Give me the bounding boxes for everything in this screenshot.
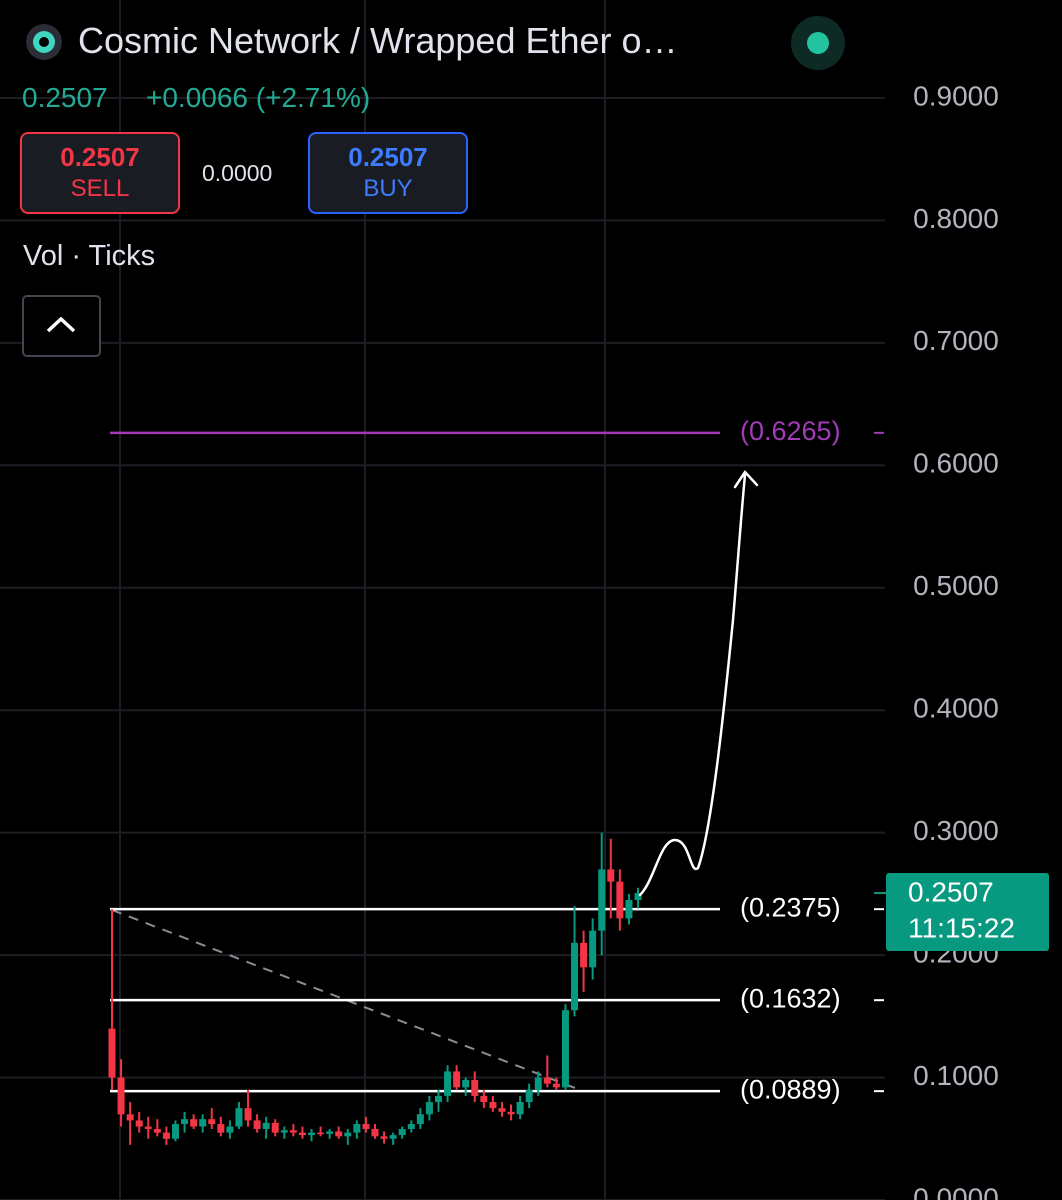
y-tick-label: 0.7000 (913, 325, 999, 356)
title: Cosmic Network / Wrapped Ether o… (78, 20, 678, 61)
y-tick-label: 0.9000 (913, 80, 999, 111)
y-tick-label: 0.1000 (913, 1060, 999, 1091)
candle-body (326, 1131, 334, 1134)
candle-body (634, 893, 642, 900)
candle-body (298, 1132, 306, 1136)
candle-body (162, 1132, 170, 1139)
candle-body (607, 869, 615, 882)
candle-body (507, 1111, 515, 1115)
candle-body (362, 1124, 370, 1129)
candle-body (580, 942, 588, 968)
candle-body (117, 1077, 125, 1115)
candle-body (308, 1132, 316, 1136)
change: +0.0066 (+2.71%) (146, 82, 371, 113)
candle-body (552, 1083, 560, 1088)
candle-body (398, 1128, 406, 1136)
candle-body (471, 1080, 479, 1096)
buy-label: BUY (363, 175, 413, 202)
candle-body (543, 1077, 551, 1084)
status-button[interactable] (790, 15, 846, 71)
logo (26, 24, 62, 60)
candle-body (335, 1131, 343, 1137)
indicators: Vol · Ticks (23, 240, 156, 272)
candle-body (190, 1119, 198, 1127)
last-price-label: 0.2507 (908, 876, 994, 907)
candle-body (181, 1119, 189, 1125)
candle-body (462, 1080, 470, 1088)
candle-body (480, 1095, 488, 1103)
level-label: (0.6265) (740, 416, 841, 446)
candle-body (380, 1136, 388, 1139)
y-tick-label: 0.4000 (913, 693, 999, 724)
candle-body (244, 1108, 252, 1121)
candle-body (344, 1132, 352, 1137)
candle-body (407, 1124, 415, 1129)
candle-body (416, 1114, 424, 1125)
y-tick-label: 0.6000 (913, 448, 999, 479)
candle-body (144, 1126, 152, 1129)
candle-body (453, 1071, 461, 1088)
candle-body (153, 1128, 161, 1133)
candle-body (226, 1126, 234, 1133)
buy-button[interactable]: 0.2507 BUY (308, 132, 468, 214)
sell-label: SELL (70, 175, 130, 202)
candle-body (108, 1028, 116, 1078)
candle-body (280, 1130, 288, 1133)
candle-body (353, 1124, 361, 1133)
candle-body (444, 1071, 452, 1096)
candle-body (534, 1077, 542, 1090)
candle-body (271, 1122, 279, 1133)
candle-body (235, 1108, 243, 1127)
candle-body (589, 930, 597, 968)
last-price-time: 11:15:22 (908, 912, 1015, 943)
candle-body (208, 1119, 216, 1125)
collapse-button[interactable] (22, 295, 102, 359)
candle-body (317, 1132, 325, 1135)
candle-body (371, 1128, 379, 1137)
price: 0.2507 (22, 82, 108, 113)
candle-body (199, 1119, 207, 1127)
candle-body (598, 869, 606, 931)
candle-body (625, 900, 633, 919)
last-price-tag (886, 873, 1049, 952)
candle-body (616, 881, 624, 919)
y-tick-label: 0.3000 (913, 815, 999, 846)
spread: 0.0000 (202, 160, 273, 186)
level-label: (0.0889) (740, 1074, 841, 1104)
candle-body (126, 1114, 134, 1121)
candle-body (489, 1102, 497, 1109)
buy-price: 0.2507 (348, 142, 428, 172)
candle-body (171, 1124, 179, 1139)
candle-body (561, 1010, 569, 1088)
level-label: (0.2375) (740, 892, 841, 922)
candle-body (289, 1130, 297, 1133)
candle-body (516, 1102, 524, 1115)
candle-body (498, 1108, 506, 1112)
candle-body (262, 1122, 270, 1129)
candle-body (425, 1102, 433, 1115)
candle-body (217, 1124, 225, 1133)
candle-body (135, 1120, 143, 1127)
y-tick-label: 0.0000 (913, 1182, 999, 1200)
candle-body (434, 1095, 442, 1103)
sell-price: 0.2507 (60, 142, 140, 172)
y-tick-label: 0.5000 (913, 570, 999, 601)
drawn-arrow (638, 469, 759, 897)
level-label: (0.1632) (740, 983, 841, 1013)
y-tick-label: 0.8000 (913, 203, 999, 234)
candle-body (389, 1135, 397, 1139)
candle-body (253, 1120, 261, 1129)
candle-body (525, 1089, 533, 1103)
candle-body (571, 942, 579, 1011)
sell-button[interactable]: 0.2507 SELL (20, 132, 180, 214)
